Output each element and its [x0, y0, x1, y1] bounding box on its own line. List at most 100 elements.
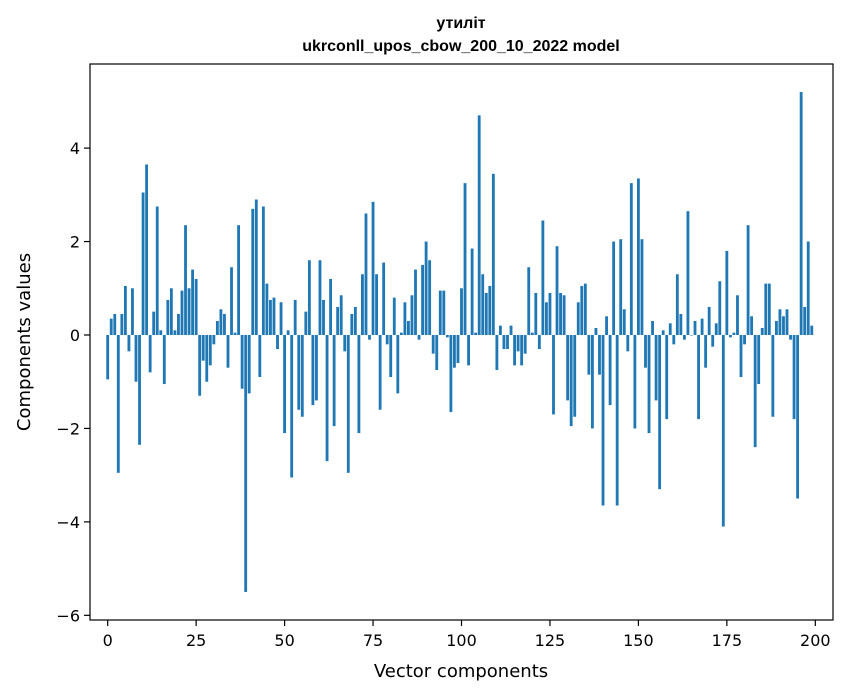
bar-159 [668, 323, 672, 335]
bar-117 [520, 334, 524, 366]
bar-96 [445, 334, 449, 338]
bar-80 [389, 334, 393, 378]
bar-34 [226, 334, 230, 368]
bar-145 [619, 239, 623, 335]
bar-122 [537, 334, 541, 350]
bar-148 [629, 183, 633, 335]
bar-40 [247, 334, 251, 394]
bar-164 [686, 211, 690, 335]
bar-189 [774, 320, 778, 335]
bar-7 [131, 288, 134, 335]
bar-198 [806, 241, 810, 335]
plot-frame [89, 63, 834, 621]
bar-3 [116, 334, 120, 473]
bar-141 [605, 316, 608, 335]
bar-138 [594, 327, 598, 335]
y-tick-label--2: −2 [56, 419, 80, 438]
y-tick-label-2: 2 [70, 233, 80, 252]
bar-37 [237, 225, 241, 335]
bar-119 [527, 267, 531, 335]
bar-193 [789, 334, 792, 340]
bar-144 [615, 334, 619, 506]
bar-139 [598, 334, 601, 375]
bar-70 [353, 306, 357, 335]
bar-65 [336, 306, 340, 335]
bar-36 [233, 332, 237, 335]
x-tick-label-175: 175 [712, 631, 743, 650]
chart-subtitle: ukrconll_upos_cbow_200_10_2022 model [302, 38, 619, 55]
bar-12 [148, 334, 152, 373]
bar-44 [261, 206, 265, 335]
bar-85 [407, 320, 410, 335]
bar-126 [552, 334, 555, 415]
bar-136 [587, 334, 591, 375]
bar-27 [201, 334, 205, 361]
bar-28 [205, 334, 209, 382]
bar-11 [145, 164, 149, 335]
bar-127 [555, 246, 559, 335]
bar-149 [633, 334, 637, 429]
bar-17 [166, 299, 170, 335]
bar-88 [417, 334, 421, 340]
bar-57 [307, 260, 311, 335]
bar-190 [778, 309, 782, 335]
bar-177 [732, 332, 736, 335]
bar-90 [424, 241, 428, 335]
bar-186 [764, 283, 768, 335]
bar-58 [311, 334, 315, 406]
bar-75 [371, 201, 375, 335]
bar-38 [240, 334, 244, 389]
bar-87 [414, 269, 417, 335]
bar-173 [718, 281, 722, 335]
bar-121 [534, 292, 538, 335]
bar-188 [771, 334, 775, 417]
bar-45 [265, 283, 269, 335]
bar-1 [109, 318, 113, 335]
bar-112 [502, 334, 506, 350]
bar-133 [576, 302, 580, 335]
x-axis-label: Vector components [374, 661, 548, 682]
bar-81 [392, 297, 396, 335]
bar-174 [721, 334, 725, 527]
bar-158 [665, 334, 669, 420]
bar-199 [810, 325, 814, 335]
x-tick-label-25: 25 [186, 631, 206, 650]
y-tick-label--4: −4 [56, 513, 80, 532]
bar-24 [191, 269, 195, 335]
bar-77 [378, 334, 382, 410]
bar-150 [636, 178, 640, 335]
bar-13 [152, 311, 156, 335]
chart-title: утиліт [436, 15, 485, 32]
bar-41 [251, 208, 255, 335]
bar-167 [697, 334, 700, 420]
bar-107 [484, 292, 488, 335]
bar-187 [767, 283, 771, 335]
bar-54 [297, 334, 301, 410]
y-tick-label-4: 4 [70, 139, 80, 158]
bar-146 [622, 309, 626, 335]
bar-14 [155, 206, 159, 335]
bar-123 [541, 220, 545, 335]
bar-59 [315, 334, 318, 401]
bar-71 [357, 334, 361, 434]
bar-101 [463, 183, 467, 335]
bar-35 [230, 267, 233, 335]
bar-63 [329, 278, 333, 335]
bar-100 [460, 288, 463, 335]
bar-29 [208, 334, 212, 366]
bar-195 [796, 334, 800, 499]
bar-19 [173, 330, 177, 335]
x-axis: 0 25 50 75 100 125 150 175 200 [103, 620, 831, 650]
bar-52 [290, 334, 294, 478]
x-tick-label-0: 0 [103, 631, 113, 650]
bar-185 [760, 327, 764, 335]
x-tick-label-150: 150 [623, 631, 654, 650]
bar-49 [279, 302, 283, 335]
bar-18 [169, 288, 173, 335]
bar-106 [481, 274, 485, 335]
bar-50 [283, 334, 287, 434]
bar-5 [123, 285, 127, 335]
bar-69 [350, 313, 354, 335]
bar-26 [198, 334, 202, 396]
y-tick-label-0: 0 [70, 326, 80, 345]
